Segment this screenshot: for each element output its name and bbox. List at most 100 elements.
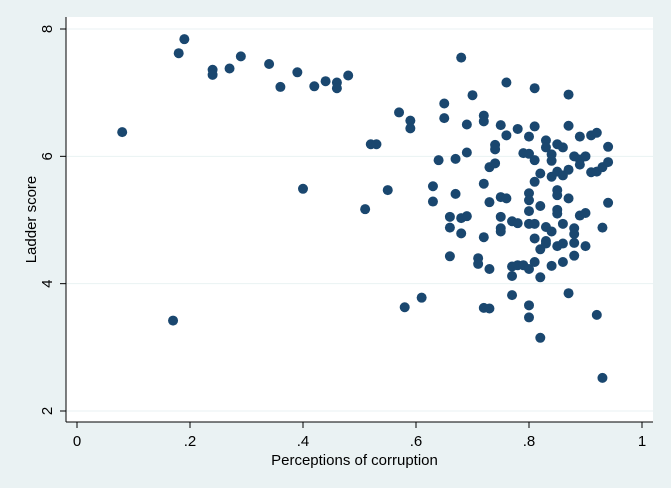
data-point [235,51,246,62]
data-point [529,83,540,94]
data-point [535,272,546,283]
data-point [535,200,546,211]
data-points [117,34,614,383]
data-point [524,312,534,323]
data-point [546,155,557,166]
data-point [394,107,405,118]
data-point [529,155,540,166]
data-point [309,81,320,92]
data-point [331,83,342,94]
data-point [275,81,286,92]
data-point [117,127,128,138]
data-point [529,257,540,268]
data-point [512,218,523,229]
data-point [343,70,354,81]
data-point [597,372,608,383]
data-point [461,119,472,130]
data-point [433,155,444,166]
x-tick-label: .8 [523,433,536,450]
data-point [501,130,512,141]
data-point [563,89,574,100]
data-point [264,59,275,70]
data-point [524,188,534,199]
data-point [535,168,546,179]
data-point [427,181,438,192]
data-point [495,226,506,237]
data-point [569,250,580,261]
data-point [484,197,495,208]
data-point [179,34,190,45]
x-tick-label: .6 [410,433,423,450]
x-tick-label: .2 [184,433,197,450]
x-tick-label: 1 [638,433,646,450]
data-point [563,164,574,175]
data-point [552,190,563,201]
data-point [382,185,393,196]
data-point [603,157,614,168]
data-point [603,141,614,152]
data-point [529,218,540,229]
data-point [439,113,450,124]
data-point [456,52,467,63]
x-tick-label: .4 [297,433,310,450]
data-point [535,332,546,343]
data-point [444,211,455,222]
data-point [427,196,438,207]
data-point [524,131,534,142]
data-point [591,127,602,138]
data-point [360,204,371,215]
data-point [478,232,489,243]
data-point [461,211,472,222]
data-point [574,131,585,142]
data-point [580,207,591,218]
data-point [484,303,495,314]
axes: 2 4 6 8 0 .2 .4 .6 .8 1 [39,17,653,450]
data-point [405,115,416,126]
data-point [507,271,518,282]
data-point [552,208,563,219]
data-point [557,238,568,249]
data-point [524,300,534,311]
x-tick-label: 0 [73,433,81,450]
data-point [546,226,557,237]
data-point [524,195,534,206]
data-point [478,178,489,189]
data-point [207,69,218,80]
data-point [563,288,574,299]
data-point [416,292,427,303]
data-point [512,123,523,134]
data-point [540,238,551,249]
data-point [371,139,382,150]
data-point [444,222,455,233]
data-point [495,120,506,131]
data-point [524,206,534,217]
data-point [292,67,303,78]
data-point [495,211,506,222]
data-point [591,309,602,320]
data-point [597,222,608,233]
data-point [529,121,540,132]
data-point [168,315,179,326]
data-point [405,123,416,134]
data-point [540,142,551,153]
data-point [473,258,484,269]
data-point [580,151,591,162]
data-point [461,147,472,158]
data-point [484,264,495,275]
data-point [569,237,580,248]
y-tick-label: 8 [39,25,56,33]
data-point [490,144,501,155]
data-point [467,90,478,101]
data-point [557,142,568,153]
data-point [546,260,557,271]
data-point [507,290,518,301]
data-point [224,63,235,74]
data-point [569,229,580,240]
data-point [563,120,574,131]
data-point [320,76,331,87]
data-point [450,153,461,164]
data-point [501,193,512,204]
data-point [456,228,467,239]
data-point [478,116,489,127]
